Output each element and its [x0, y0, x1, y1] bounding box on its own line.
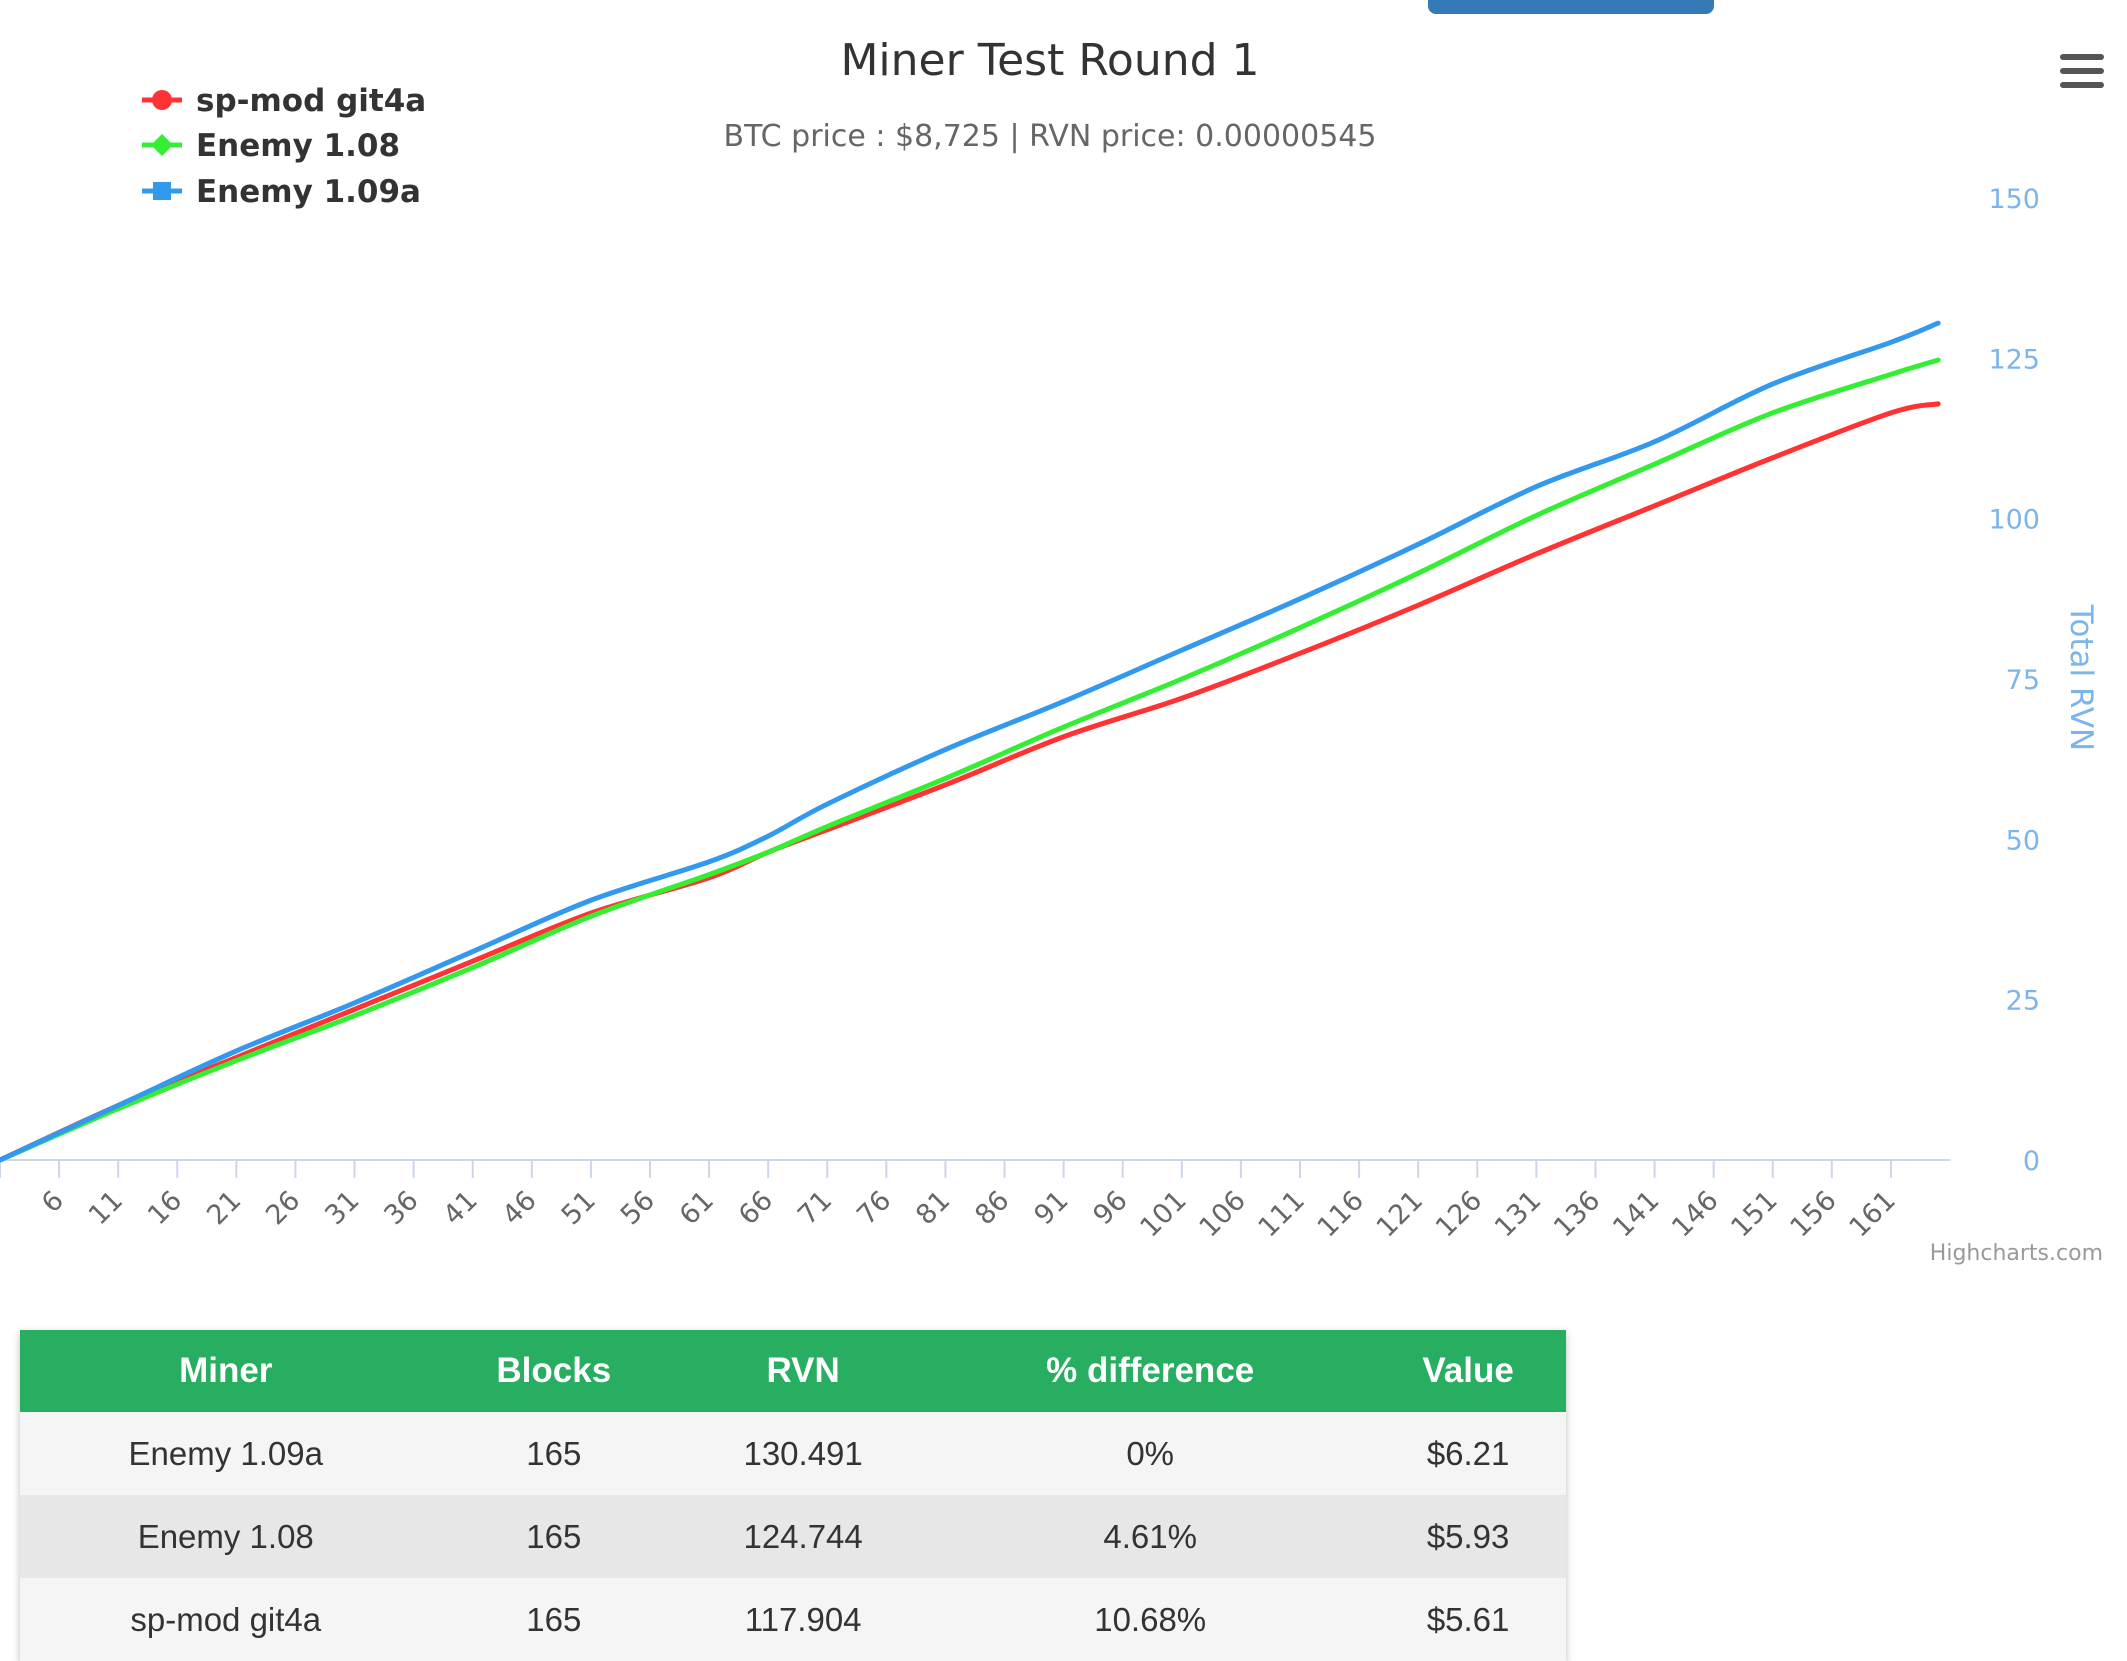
x-tick-label: 116: [1312, 1185, 1370, 1243]
table-row: Enemy 1.09a 165 130.491 0% $6.21: [20, 1412, 1566, 1495]
table-row: Enemy 1.08 165 124.744 4.61% $5.93: [20, 1495, 1566, 1578]
series-lines: [0, 320, 1941, 1163]
x-tick-label: 61: [674, 1185, 720, 1231]
x-tick-label: 6: [36, 1185, 70, 1219]
col-rvn-header: RVN: [676, 1330, 931, 1412]
cell-rvn: 117.904: [676, 1578, 931, 1661]
x-tick-label: 96: [1087, 1185, 1133, 1231]
y-tick-label: 100: [1988, 505, 2040, 536]
credits-link[interactable]: Highcharts.com: [1930, 1241, 2103, 1266]
x-tick-label: 76: [851, 1185, 897, 1231]
x-tick-label: 41: [437, 1185, 483, 1231]
cell-difference: 0%: [930, 1412, 1371, 1495]
cell-rvn: 130.491: [676, 1412, 931, 1495]
series-line-3[interactable]: [0, 320, 1941, 1163]
line-chart: Miner Test Round 1 BTC price : $8,725 | …: [0, 35, 2104, 1266]
legend[interactable]: sp-mod git4a Enemy 1.08 Enemy 1.09a: [142, 83, 426, 210]
x-tick-label: 146: [1666, 1185, 1724, 1243]
cell-difference: 4.61%: [930, 1495, 1371, 1578]
x-tick-label: 71: [792, 1185, 838, 1231]
legend-marker: [153, 182, 171, 200]
table-row: sp-mod git4a 165 117.904 10.68% $5.61: [20, 1578, 1566, 1661]
x-tick-label: 86: [969, 1185, 1015, 1231]
legend-marker: [151, 134, 173, 156]
cell-blocks: 165: [431, 1412, 677, 1495]
x-tick-label: 46: [497, 1185, 543, 1231]
x-tick-label: 106: [1193, 1185, 1251, 1243]
x-tick-label: 11: [83, 1185, 129, 1231]
x-tick-label: 126: [1430, 1185, 1488, 1243]
x-tick-label: 56: [615, 1185, 661, 1231]
col-blocks-header: Blocks: [431, 1330, 677, 1412]
miner-results-table: Miner Blocks RVN % difference Value Enem…: [20, 1330, 1566, 1661]
x-tick-label: 101: [1134, 1185, 1192, 1243]
y-tick-label: 50: [2006, 825, 2040, 856]
legend-item[interactable]: sp-mod git4a: [142, 83, 426, 119]
x-tick-label: 36: [378, 1185, 424, 1231]
cell-blocks: 165: [431, 1578, 677, 1661]
y-tick-label: 150: [1988, 184, 2040, 215]
y-tick-label: 0: [2023, 1146, 2040, 1177]
col-difference-header: % difference: [930, 1330, 1371, 1412]
x-tick-label: 51: [556, 1185, 602, 1231]
legend-label: Enemy 1.08: [196, 128, 400, 164]
cell-difference: 10.68%: [930, 1578, 1371, 1661]
cell-rvn: 124.744: [676, 1495, 931, 1578]
x-tick-label: 131: [1489, 1185, 1547, 1243]
legend-item[interactable]: Enemy 1.08: [142, 128, 400, 164]
x-tick-label: 16: [142, 1185, 188, 1231]
y-tick-label: 125: [1988, 344, 2040, 375]
cell-value: $6.21: [1370, 1412, 1566, 1495]
y-tick-label: 25: [2006, 986, 2040, 1017]
chart-title: Miner Test Round 1: [840, 35, 1259, 86]
col-value-header: Value: [1370, 1330, 1566, 1412]
legend-marker: [152, 90, 172, 110]
x-tick-label: 21: [201, 1185, 247, 1231]
x-tick-label: 111: [1253, 1185, 1311, 1243]
series-line-1[interactable]: [0, 401, 1941, 1163]
cell-value: $5.61: [1370, 1578, 1566, 1661]
y-tick-label: 75: [2006, 665, 2040, 696]
cell-miner: sp-mod git4a: [20, 1578, 432, 1661]
x-tick-label: 151: [1725, 1185, 1783, 1243]
cell-value: $5.93: [1370, 1495, 1566, 1578]
legend-label: Enemy 1.09a: [196, 174, 421, 210]
legend-item[interactable]: Enemy 1.09a: [142, 174, 421, 210]
col-miner-header: Miner: [20, 1330, 432, 1412]
x-tick-label: 136: [1548, 1185, 1606, 1243]
x-tick-label: 121: [1371, 1185, 1429, 1243]
x-tick-label: 156: [1784, 1185, 1842, 1243]
hamburger-menu-icon[interactable]: [2060, 54, 2104, 88]
cell-blocks: 165: [431, 1495, 677, 1578]
top-button[interactable]: [1428, 0, 1714, 14]
x-tick-label: 81: [910, 1185, 956, 1231]
legend-label: sp-mod git4a: [196, 83, 426, 119]
x-tick-label: 31: [319, 1185, 365, 1231]
x-tick-label: 141: [1607, 1185, 1665, 1243]
table-header-row: Miner Blocks RVN % difference Value: [20, 1330, 1566, 1412]
cell-miner: Enemy 1.08: [20, 1495, 432, 1578]
y-axis-title: Total RVN: [2063, 604, 2099, 752]
x-tick-label: 66: [733, 1185, 779, 1231]
x-tick-label: 91: [1028, 1185, 1074, 1231]
series-line-2[interactable]: [0, 357, 1941, 1163]
chart-subtitle: BTC price : $8,725 | RVN price: 0.000005…: [724, 119, 1377, 154]
x-tick-label: 26: [260, 1185, 306, 1231]
x-tick-label: 161: [1843, 1185, 1901, 1243]
cell-miner: Enemy 1.09a: [20, 1412, 432, 1495]
